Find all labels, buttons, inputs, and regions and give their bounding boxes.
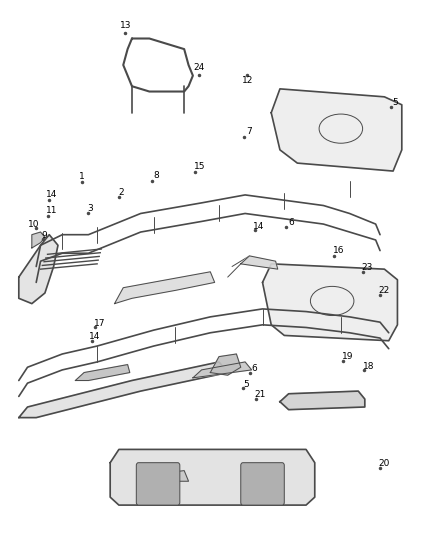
Polygon shape [115,272,215,304]
Text: 6: 6 [288,218,294,227]
Polygon shape [262,264,397,341]
Text: 14: 14 [46,190,57,199]
FancyBboxPatch shape [136,463,180,505]
Text: 15: 15 [194,163,205,171]
Polygon shape [19,235,58,304]
Text: 5: 5 [244,379,249,389]
Text: 3: 3 [88,204,93,213]
Text: 1: 1 [79,172,85,181]
Text: 7: 7 [247,127,252,136]
Text: 14: 14 [253,222,265,231]
Text: 8: 8 [153,171,159,180]
Text: 23: 23 [361,263,373,272]
Polygon shape [32,232,45,248]
Text: 14: 14 [89,332,101,341]
Text: 24: 24 [194,63,205,72]
Polygon shape [210,354,241,375]
Polygon shape [19,362,228,418]
Text: 10: 10 [28,220,40,229]
Polygon shape [271,89,402,171]
Polygon shape [280,391,365,410]
Text: 13: 13 [120,21,131,30]
Polygon shape [154,471,188,481]
Text: 9: 9 [41,231,47,240]
Text: 18: 18 [363,362,374,370]
Text: 6: 6 [251,364,257,373]
Text: 20: 20 [379,459,390,469]
Polygon shape [75,365,130,381]
Polygon shape [110,449,315,505]
Polygon shape [241,256,278,269]
Polygon shape [193,362,252,378]
Text: 17: 17 [94,319,105,328]
Text: 2: 2 [118,188,124,197]
Text: 19: 19 [342,352,353,361]
Text: 5: 5 [392,98,398,107]
Text: 21: 21 [254,390,266,399]
Text: 11: 11 [46,206,57,215]
Text: 22: 22 [379,286,390,295]
Text: 12: 12 [242,76,253,85]
FancyBboxPatch shape [241,463,284,505]
Text: 16: 16 [333,246,344,255]
